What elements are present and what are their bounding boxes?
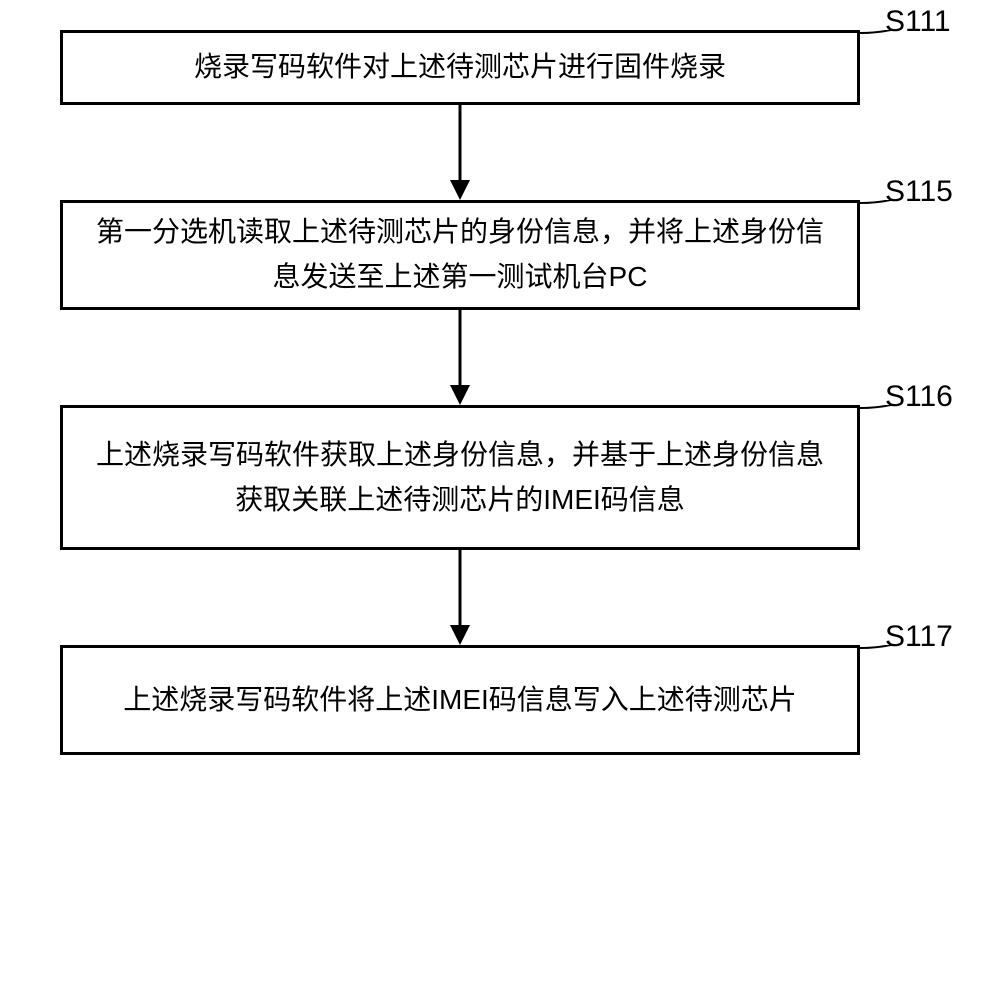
arrow-2 xyxy=(60,310,860,405)
flowchart-container: 烧录写码软件对上述待测芯片进行固件烧录 S111 第一分选机读取上述待测芯片的身… xyxy=(60,30,940,755)
arrow-svg-2 xyxy=(440,310,480,405)
step-wrapper-2: 第一分选机读取上述待测芯片的身份信息，并将上述身份信息发送至上述第一测试机台PC… xyxy=(60,200,940,310)
step-wrapper-4: 上述烧录写码软件将上述IMEI码信息写入上述待测芯片 S117 xyxy=(60,645,940,755)
arrow-3 xyxy=(60,550,860,645)
step-wrapper-3: 上述烧录写码软件获取上述身份信息，并基于上述身份信息获取关联上述待测芯片的IME… xyxy=(60,405,940,550)
step-box-2: 第一分选机读取上述待测芯片的身份信息，并将上述身份信息发送至上述第一测试机台PC xyxy=(60,200,860,310)
step-label-3: S116 xyxy=(885,380,953,414)
arrow-1 xyxy=(60,105,860,200)
step-text-3: 上述烧录写码软件获取上述身份信息，并基于上述身份信息获取关联上述待测芯片的IME… xyxy=(87,433,833,523)
arrow-svg-3 xyxy=(440,550,480,645)
arrow-svg-1 xyxy=(440,105,480,200)
step-text-1: 烧录写码软件对上述待测芯片进行固件烧录 xyxy=(194,45,726,90)
step-label-4: S117 xyxy=(885,620,953,654)
step-label-1: S111 xyxy=(885,5,951,39)
step-box-1: 烧录写码软件对上述待测芯片进行固件烧录 xyxy=(60,30,860,105)
step-label-2: S115 xyxy=(885,175,953,209)
step-text-4: 上述烧录写码软件将上述IMEI码信息写入上述待测芯片 xyxy=(123,678,797,723)
step-box-3: 上述烧录写码软件获取上述身份信息，并基于上述身份信息获取关联上述待测芯片的IME… xyxy=(60,405,860,550)
step-text-2: 第一分选机读取上述待测芯片的身份信息，并将上述身份信息发送至上述第一测试机台PC xyxy=(87,210,833,300)
step-wrapper-1: 烧录写码软件对上述待测芯片进行固件烧录 S111 xyxy=(60,30,940,105)
step-box-4: 上述烧录写码软件将上述IMEI码信息写入上述待测芯片 xyxy=(60,645,860,755)
